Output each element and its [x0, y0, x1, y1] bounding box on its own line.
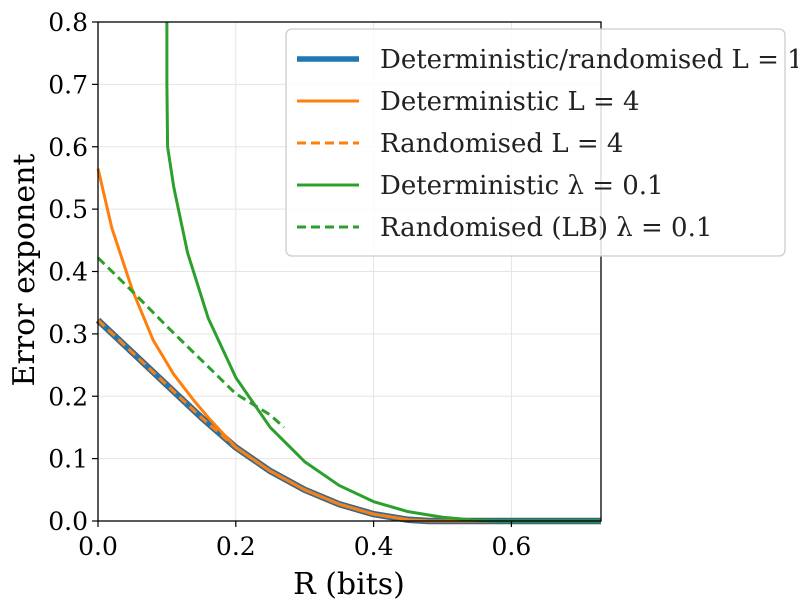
series-line-5 — [96, 256, 286, 429]
y-tick-label: 0.4 — [48, 258, 88, 287]
legend-label: Randomised (LB) λ = 0.1 — [380, 213, 712, 243]
x-tick-label: 0.2 — [216, 532, 256, 561]
legend-label: Deterministic λ = 0.1 — [380, 171, 664, 201]
y-tick-label: 0.0 — [48, 507, 88, 536]
series-line-4 — [165, 22, 601, 523]
y-tick-label: 0.7 — [48, 70, 88, 99]
legend-label: Deterministic/randomised L = 1 — [380, 45, 798, 75]
y-ticks: 0.0 0.1 0.2 0.3 0.4 0.5 0.6 0.7 0.8 — [48, 8, 98, 536]
legend-label: Deterministic L = 4 — [380, 87, 640, 117]
y-tick-label: 0.5 — [48, 195, 88, 224]
y-tick-label: 0.3 — [48, 320, 88, 349]
series-layer — [95, 22, 601, 525]
y-axis-title: Error exponent — [7, 154, 42, 387]
y-tick-label: 0.8 — [48, 8, 88, 37]
x-ticks: 0.0 0.2 0.4 0.6 — [78, 521, 531, 561]
legend-box — [285, 28, 786, 257]
y-tick-label: 0.1 — [48, 445, 88, 474]
x-tick-label: 0.4 — [354, 532, 394, 561]
legend: Deterministic/randomised L = 1 Determinis… — [285, 28, 798, 257]
series-line-3 — [96, 319, 601, 523]
y-tick-label: 0.2 — [48, 382, 88, 411]
x-axis-title: R (bits) — [293, 567, 405, 602]
y-tick-label: 0.6 — [48, 133, 88, 162]
legend-label: Randomised L = 4 — [380, 129, 623, 159]
x-tick-label: 0.0 — [78, 532, 118, 561]
x-tick-label: 0.6 — [492, 532, 532, 561]
